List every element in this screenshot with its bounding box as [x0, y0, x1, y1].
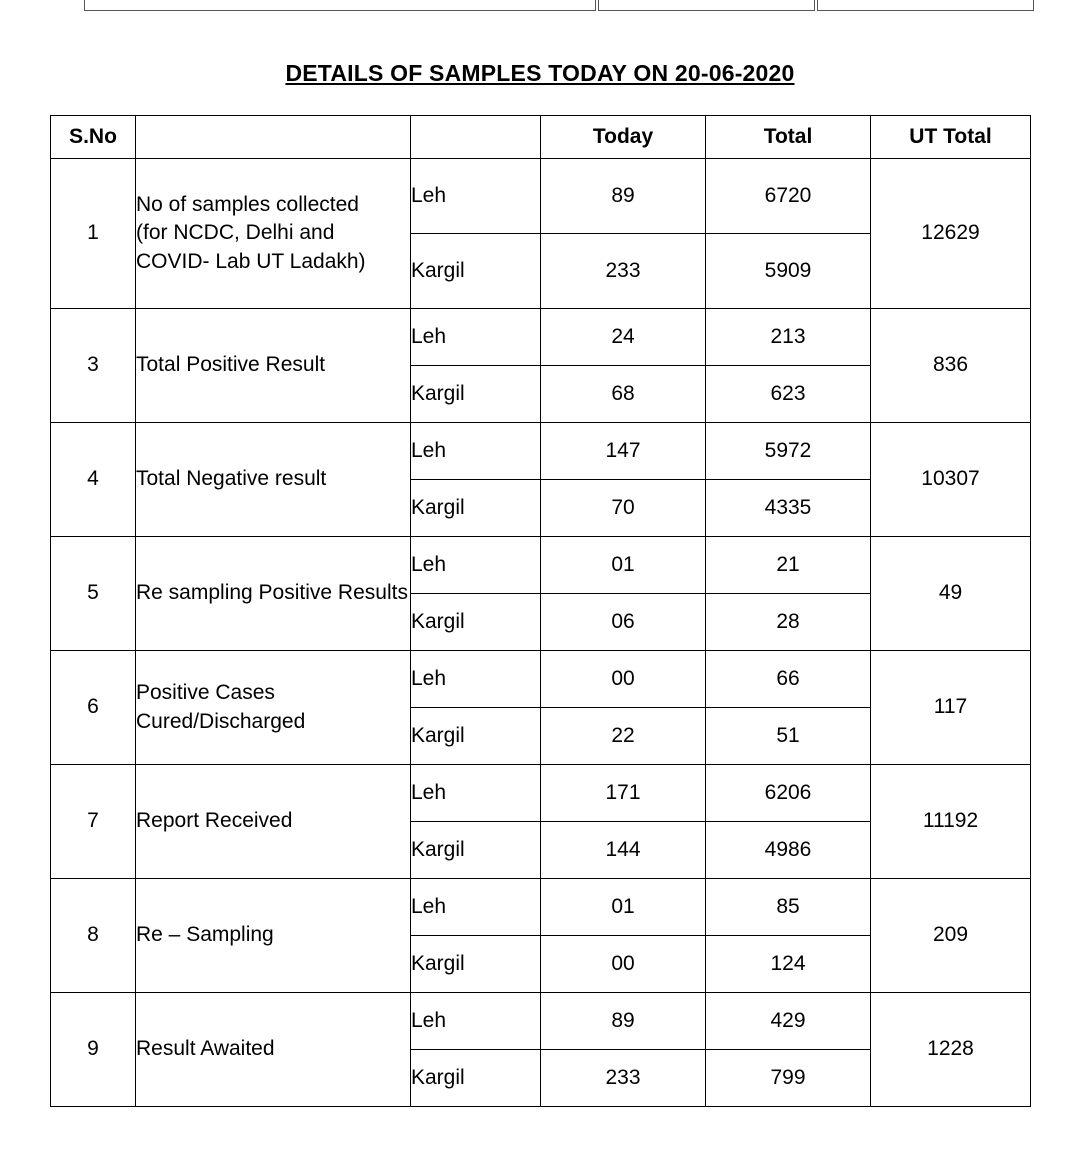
cell-today: 147 [541, 423, 706, 480]
cell-today: 06 [541, 594, 706, 651]
col-header-blank2 [411, 116, 541, 159]
col-header-today: Today [541, 116, 706, 159]
cell-place: Kargil [411, 366, 541, 423]
cell-place: Leh [411, 765, 541, 822]
cell-sno: 6 [51, 651, 136, 765]
cell-place: Leh [411, 879, 541, 936]
cell-sno: 9 [51, 993, 136, 1107]
cell-today: 00 [541, 651, 706, 708]
col-header-sno: S.No [51, 116, 136, 159]
cell-description: Result Awaited [136, 993, 411, 1107]
col-header-blank1 [136, 116, 411, 159]
cell-today: 00 [541, 936, 706, 993]
cell-description: Report Received [136, 765, 411, 879]
cell-today: 68 [541, 366, 706, 423]
cell-place: Kargil [411, 822, 541, 879]
cell-sno: 8 [51, 879, 136, 993]
cell-description: Re – Sampling [136, 879, 411, 993]
cell-place: Kargil [411, 936, 541, 993]
cell-total: 21 [706, 537, 871, 594]
cell-place: Leh [411, 537, 541, 594]
cell-today: 89 [541, 159, 706, 234]
cell-total: 4335 [706, 480, 871, 537]
cell-sno: 3 [51, 309, 136, 423]
table-row: 1No of samples collected (for NCDC, Delh… [51, 159, 1031, 234]
cell-total: 799 [706, 1050, 871, 1107]
cell-total: 51 [706, 708, 871, 765]
cell-ut-total: 1228 [871, 993, 1031, 1107]
cell-place: Leh [411, 159, 541, 234]
cell-description: Total Positive Result [136, 309, 411, 423]
table-row: 4Total Negative resultLeh147597210307 [51, 423, 1031, 480]
cell-today: 144 [541, 822, 706, 879]
cropped-table-fragment [50, 0, 1030, 12]
cell-today: 70 [541, 480, 706, 537]
cell-total: 6206 [706, 765, 871, 822]
samples-table: S.No Today Total UT Total 1No of samples… [50, 115, 1031, 1107]
cell-ut-total: 11192 [871, 765, 1031, 879]
cell-today: 171 [541, 765, 706, 822]
cell-description: No of samples collected (for NCDC, Delhi… [136, 159, 411, 309]
cell-place: Leh [411, 423, 541, 480]
cell-total: 623 [706, 366, 871, 423]
cell-ut-total: 12629 [871, 159, 1031, 309]
cell-place: Kargil [411, 708, 541, 765]
table-row: 7Report ReceivedLeh171620611192 [51, 765, 1031, 822]
cell-total: 429 [706, 993, 871, 1050]
table-row: 9Result AwaitedLeh894291228 [51, 993, 1031, 1050]
cell-place: Kargil [411, 480, 541, 537]
cell-total: 85 [706, 879, 871, 936]
cell-description: Total Negative result [136, 423, 411, 537]
cell-total: 6720 [706, 159, 871, 234]
cell-place: Kargil [411, 1050, 541, 1107]
cell-today: 24 [541, 309, 706, 366]
cell-place: Leh [411, 309, 541, 366]
cell-place: Leh [411, 651, 541, 708]
cell-total: 28 [706, 594, 871, 651]
cell-total: 66 [706, 651, 871, 708]
cell-total: 4986 [706, 822, 871, 879]
cell-today: 01 [541, 879, 706, 936]
cell-sno: 4 [51, 423, 136, 537]
cell-today: 233 [541, 234, 706, 309]
cell-total: 5909 [706, 234, 871, 309]
cell-today: 01 [541, 537, 706, 594]
table-row: 3Total Positive ResultLeh24213836 [51, 309, 1031, 366]
table-row: 6Positive Cases Cured/DischargedLeh00661… [51, 651, 1031, 708]
cell-total: 213 [706, 309, 871, 366]
cell-place: Leh [411, 993, 541, 1050]
cell-description: Positive Cases Cured/Discharged [136, 651, 411, 765]
cell-total: 5972 [706, 423, 871, 480]
cell-ut-total: 10307 [871, 423, 1031, 537]
page-title: DETAILS OF SAMPLES TODAY ON 20-06-2020 [0, 60, 1080, 87]
cell-ut-total: 836 [871, 309, 1031, 423]
cell-today: 22 [541, 708, 706, 765]
cell-today: 89 [541, 993, 706, 1050]
col-header-total: Total [706, 116, 871, 159]
cell-sno: 5 [51, 537, 136, 651]
cell-place: Kargil [411, 234, 541, 309]
table-row: 8Re – SamplingLeh0185209 [51, 879, 1031, 936]
cell-total: 124 [706, 936, 871, 993]
cell-ut-total: 209 [871, 879, 1031, 993]
table-header-row: S.No Today Total UT Total [51, 116, 1031, 159]
cell-place: Kargil [411, 594, 541, 651]
samples-table-body: 1No of samples collected (for NCDC, Delh… [51, 159, 1031, 1107]
cell-ut-total: 49 [871, 537, 1031, 651]
table-row: 5Re sampling Positive ResultsLeh012149 [51, 537, 1031, 594]
cell-today: 233 [541, 1050, 706, 1107]
col-header-uttotal: UT Total [871, 116, 1031, 159]
cell-ut-total: 117 [871, 651, 1031, 765]
cell-description: Re sampling Positive Results [136, 537, 411, 651]
cell-sno: 1 [51, 159, 136, 309]
cell-sno: 7 [51, 765, 136, 879]
